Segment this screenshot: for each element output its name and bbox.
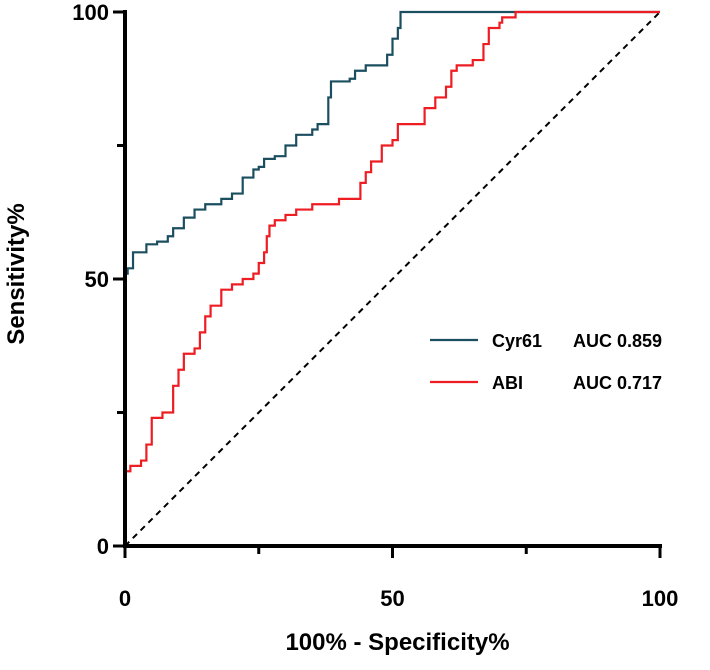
legend-name-abi: ABI <box>492 373 523 393</box>
y-tick-label-100: 100 <box>72 0 109 25</box>
legend: Cyr61 AUC 0.859 ABI AUC 0.717 <box>430 331 662 393</box>
x-axis-title: 100% - Specificity% <box>285 629 509 656</box>
y-tick-label-0: 0 <box>97 534 109 559</box>
plot-area <box>123 10 661 547</box>
legend-name-cyr61: Cyr61 <box>492 331 542 351</box>
roc-curve-abi <box>123 10 660 546</box>
x-tick-label-50: 50 <box>380 586 404 611</box>
legend-auc-abi: AUC 0.717 <box>573 373 662 393</box>
reference-diagonal-line <box>124 11 661 547</box>
x-tick-label-0: 0 <box>119 586 131 611</box>
y-tick-label-50: 50 <box>85 267 109 292</box>
x-tick-label-100: 100 <box>642 586 679 611</box>
axes: 0 50 100 0 50 100 <box>72 0 678 611</box>
legend-auc-cyr61: AUC 0.859 <box>573 331 662 351</box>
roc-curve-cyr61 <box>123 10 660 546</box>
y-axis-title: Sensitivity% <box>3 203 30 344</box>
